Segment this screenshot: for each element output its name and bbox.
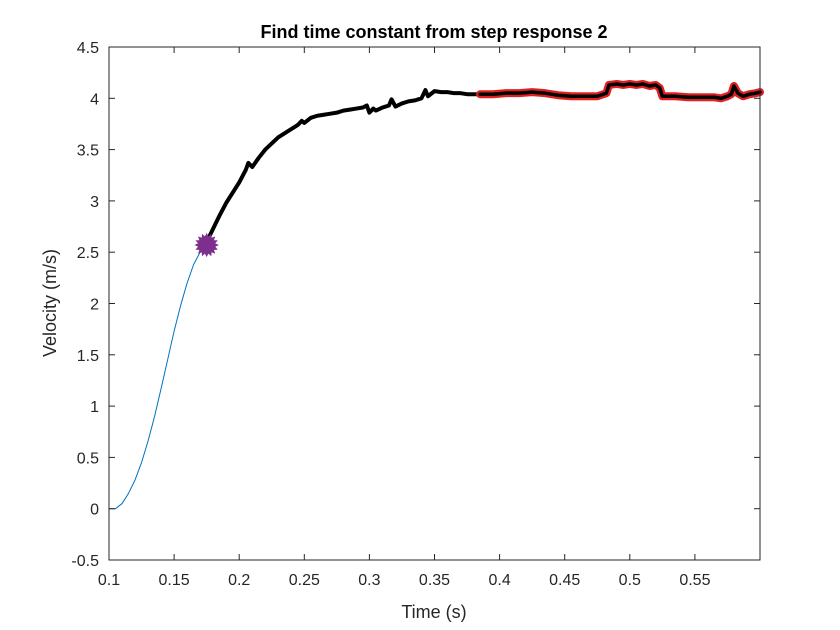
y-axis-label: Velocity (m/s) xyxy=(40,249,60,357)
plot-area xyxy=(109,47,760,560)
y-tick-label: 3 xyxy=(90,194,99,211)
y-tick-label: 0.5 xyxy=(77,450,99,467)
y-tick-label: -0.5 xyxy=(71,553,99,570)
y-tick-label: 1.5 xyxy=(77,348,99,365)
x-tick-label: 0.25 xyxy=(289,572,320,589)
x-tick-label: 0.15 xyxy=(159,572,190,589)
x-tick-label: 0.45 xyxy=(549,572,580,589)
x-tick-label: 0.55 xyxy=(679,572,710,589)
x-tick-label: 0.1 xyxy=(98,572,120,589)
y-tick-label: 2 xyxy=(90,297,99,314)
y-tick-label: 4.5 xyxy=(77,40,99,57)
y-tick-label: 0 xyxy=(90,502,99,519)
time-constant-marker xyxy=(196,234,218,256)
y-tick-label: 1 xyxy=(90,399,99,416)
y-tick-label: 4 xyxy=(90,91,99,108)
x-tick-label: 0.5 xyxy=(619,572,641,589)
x-tick-label: 0.4 xyxy=(488,572,510,589)
x-axis-label: Time (s) xyxy=(401,602,466,622)
x-tick-label: 0.35 xyxy=(419,572,450,589)
y-tick-label: 2.5 xyxy=(77,245,99,262)
x-tick-label: 0.3 xyxy=(358,572,380,589)
marker-layer xyxy=(196,234,218,256)
chart-title: Find time constant from step response 2 xyxy=(260,22,607,42)
y-tick-label: 3.5 xyxy=(77,143,99,160)
x-tick-label: 0.2 xyxy=(228,572,250,589)
